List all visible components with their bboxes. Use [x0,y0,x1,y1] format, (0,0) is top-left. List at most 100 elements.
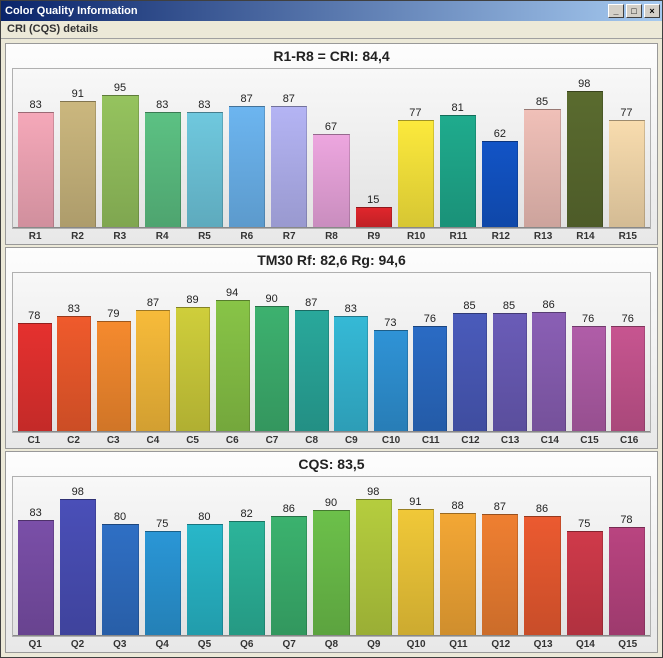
minimize-button[interactable]: _ [608,4,624,18]
maximize-icon: □ [631,7,636,16]
bar-c2: 83 [57,316,91,432]
x-axis-label: Q7 [268,639,310,650]
x-axis-label: Q8 [310,639,352,650]
bar-c6: 94 [216,300,250,432]
x-axis-label: Q1 [14,639,56,650]
bar-slot: 90 [252,273,292,432]
x-axis-label: Q3 [99,639,141,650]
bars-container: 839880758082869098918887867578 [13,477,650,636]
bar-value-label: 77 [409,107,421,119]
bar-slot: 98 [564,69,606,228]
bar-q6: 82 [229,521,265,636]
content-area: R1-R8 = CRI: 84,483919583838787671577816… [1,39,662,657]
bar-c9: 83 [334,316,368,432]
bar-c7: 90 [255,306,289,432]
x-axis: Q1Q2Q3Q4Q5Q6Q7Q8Q9Q10Q11Q12Q13Q14Q15 [12,637,651,650]
bar-q3: 80 [102,524,138,636]
bar-value-label: 88 [452,500,464,512]
bar-value-label: 80 [198,511,210,523]
bar-slot: 86 [529,273,569,432]
bar-slot: 77 [395,69,437,228]
bar-slot: 91 [57,69,99,228]
bar-slot: 85 [490,273,530,432]
x-axis-label: C12 [451,435,491,446]
chart-title: TM30 Rf: 82,6 Rg: 94,6 [12,250,651,272]
bar-value-label: 86 [283,503,295,515]
bar-c14: 86 [532,312,566,432]
bar-r5: 83 [187,112,223,228]
x-axis-label: C10 [371,435,411,446]
bar-slot: 83 [332,273,372,432]
chart-panel-tm30: TM30 Rf: 82,6 Rg: 94,6788379878994908783… [5,247,658,449]
x-axis-label: R2 [56,231,98,242]
x-axis-label: C15 [570,435,610,446]
bar-value-label: 80 [114,511,126,523]
bar-value-label: 98 [72,486,84,498]
bar-value-label: 94 [226,287,238,299]
bar-r11: 81 [440,115,476,228]
bar-value-label: 87 [147,297,159,309]
x-axis-label: R11 [437,231,479,242]
x-axis-label: R15 [607,231,649,242]
bar-value-label: 90 [325,497,337,509]
maximize-button[interactable]: □ [626,4,642,18]
chart-panel-cri: R1-R8 = CRI: 84,483919583838787671577816… [5,43,658,245]
bar-q8: 90 [313,510,349,636]
x-axis-label: Q15 [607,639,649,650]
bar-c5: 89 [176,307,210,432]
bar-slot: 87 [226,69,268,228]
bar-value-label: 87 [305,297,317,309]
plot-area: 839195838387876715778162859877 [12,68,651,229]
bar-slot: 78 [606,477,648,636]
bar-value-label: 81 [452,102,464,114]
bar-value-label: 85 [503,300,515,312]
bar-q9: 98 [356,499,392,636]
x-axis-label: R4 [141,231,183,242]
bar-slot: 83 [15,69,57,228]
x-axis-label: R9 [353,231,395,242]
bar-value-label: 83 [68,303,80,315]
bar-slot: 67 [310,69,352,228]
x-axis-label: Q2 [56,639,98,650]
bar-value-label: 79 [107,308,119,320]
bar-slot: 81 [437,69,479,228]
x-axis-label: C7 [252,435,292,446]
titlebar[interactable]: Color Quality Information _ □ × [1,1,662,21]
close-button[interactable]: × [644,4,660,18]
bar-slot: 76 [411,273,451,432]
bar-value-label: 98 [578,78,590,90]
bar-c4: 87 [136,310,170,432]
bar-slot: 98 [353,477,395,636]
bar-r6: 87 [229,106,265,228]
bar-slot: 90 [310,477,352,636]
bar-value-label: 85 [463,300,475,312]
bar-c3: 79 [97,321,131,432]
x-axis-label: Q6 [226,639,268,650]
bar-slot: 77 [606,69,648,228]
plot-area: 78837987899490878373768585867676 [12,272,651,433]
bar-slot: 94 [213,273,253,432]
x-axis-label: C14 [530,435,570,446]
x-axis-label: C1 [14,435,54,446]
bar-value-label: 76 [582,313,594,325]
bar-q10: 91 [398,509,434,636]
x-axis: C1C2C3C4C5C6C7C8C9C10C11C12C13C14C15C16 [12,433,651,446]
bar-q14: 75 [567,531,603,636]
sub-header: CRI (CQS) details [1,21,662,39]
bar-q12: 87 [482,514,518,636]
bar-r10: 77 [398,120,434,228]
x-axis-label: C13 [490,435,530,446]
bar-c10: 73 [374,330,408,432]
bar-slot: 86 [521,477,563,636]
bars-container: 78837987899490878373768585867676 [13,273,650,432]
bar-c13: 85 [493,313,527,432]
bar-q7: 86 [271,516,307,636]
bar-r13: 85 [524,109,560,228]
bar-value-label: 62 [494,128,506,140]
x-axis-label: R3 [99,231,141,242]
bar-slot: 85 [521,69,563,228]
bar-slot: 62 [479,69,521,228]
bar-slot: 87 [479,477,521,636]
bar-slot: 98 [57,477,99,636]
bar-slot: 75 [564,477,606,636]
